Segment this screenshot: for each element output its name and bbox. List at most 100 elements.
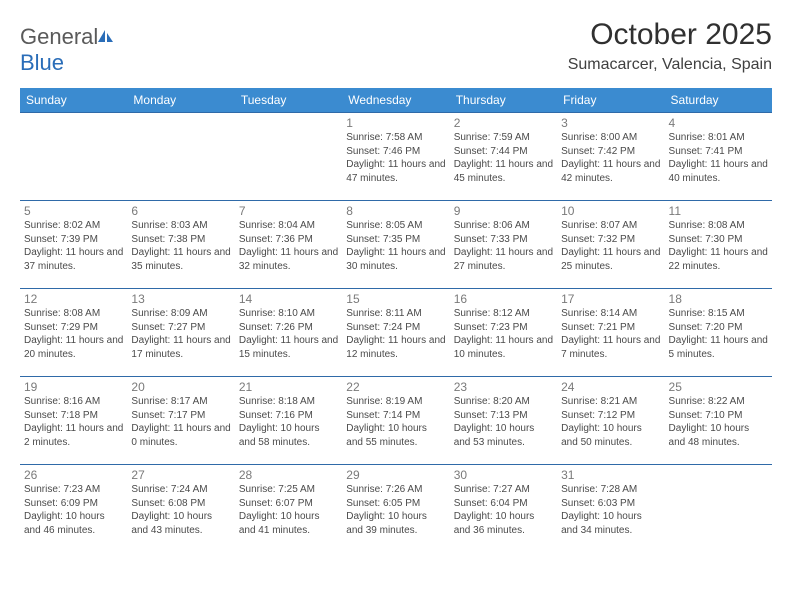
- calendar-cell: 6Sunrise: 8:03 AMSunset: 7:38 PMDaylight…: [127, 201, 234, 289]
- day-info: Sunrise: 8:04 AMSunset: 7:36 PMDaylight:…: [239, 219, 338, 273]
- calendar-row: 12Sunrise: 8:08 AMSunset: 7:29 PMDayligh…: [20, 289, 772, 377]
- day-header: Sunday: [20, 88, 127, 113]
- calendar-cell: 22Sunrise: 8:19 AMSunset: 7:14 PMDayligh…: [342, 377, 449, 465]
- day-header-row: SundayMondayTuesdayWednesdayThursdayFrid…: [20, 88, 772, 113]
- calendar-body: 1Sunrise: 7:58 AMSunset: 7:46 PMDaylight…: [20, 113, 772, 553]
- calendar-cell: 14Sunrise: 8:10 AMSunset: 7:26 PMDayligh…: [235, 289, 342, 377]
- calendar-cell: 28Sunrise: 7:25 AMSunset: 6:07 PMDayligh…: [235, 465, 342, 553]
- day-info: Sunrise: 8:08 AMSunset: 7:29 PMDaylight:…: [24, 307, 123, 361]
- day-info: Sunrise: 7:26 AMSunset: 6:05 PMDaylight:…: [346, 483, 445, 537]
- day-number: 1: [346, 116, 445, 130]
- day-header: Friday: [557, 88, 664, 113]
- day-number: 18: [669, 292, 768, 306]
- day-number: 16: [454, 292, 553, 306]
- day-info: Sunrise: 8:09 AMSunset: 7:27 PMDaylight:…: [131, 307, 230, 361]
- day-info: Sunrise: 8:20 AMSunset: 7:13 PMDaylight:…: [454, 395, 553, 449]
- day-number: 9: [454, 204, 553, 218]
- calendar-row: 26Sunrise: 7:23 AMSunset: 6:09 PMDayligh…: [20, 465, 772, 553]
- day-header: Thursday: [450, 88, 557, 113]
- day-number: 22: [346, 380, 445, 394]
- day-number: 13: [131, 292, 230, 306]
- calendar-cell: 9Sunrise: 8:06 AMSunset: 7:33 PMDaylight…: [450, 201, 557, 289]
- calendar-cell: 25Sunrise: 8:22 AMSunset: 7:10 PMDayligh…: [665, 377, 772, 465]
- day-number: 3: [561, 116, 660, 130]
- day-info: Sunrise: 8:06 AMSunset: 7:33 PMDaylight:…: [454, 219, 553, 273]
- calendar-cell: 15Sunrise: 8:11 AMSunset: 7:24 PMDayligh…: [342, 289, 449, 377]
- day-info: Sunrise: 8:10 AMSunset: 7:26 PMDaylight:…: [239, 307, 338, 361]
- day-info: Sunrise: 8:07 AMSunset: 7:32 PMDaylight:…: [561, 219, 660, 273]
- calendar-cell: 24Sunrise: 8:21 AMSunset: 7:12 PMDayligh…: [557, 377, 664, 465]
- day-info: Sunrise: 7:24 AMSunset: 6:08 PMDaylight:…: [131, 483, 230, 537]
- calendar-table: SundayMondayTuesdayWednesdayThursdayFrid…: [20, 88, 772, 553]
- calendar-cell: 17Sunrise: 8:14 AMSunset: 7:21 PMDayligh…: [557, 289, 664, 377]
- day-number: 7: [239, 204, 338, 218]
- day-number: 4: [669, 116, 768, 130]
- day-header: Saturday: [665, 88, 772, 113]
- calendar-cell: 11Sunrise: 8:08 AMSunset: 7:30 PMDayligh…: [665, 201, 772, 289]
- calendar-cell: [20, 113, 127, 201]
- day-number: 31: [561, 468, 660, 482]
- day-info: Sunrise: 8:19 AMSunset: 7:14 PMDaylight:…: [346, 395, 445, 449]
- day-number: 14: [239, 292, 338, 306]
- day-number: 28: [239, 468, 338, 482]
- day-number: 2: [454, 116, 553, 130]
- calendar-cell: 16Sunrise: 8:12 AMSunset: 7:23 PMDayligh…: [450, 289, 557, 377]
- day-info: Sunrise: 7:25 AMSunset: 6:07 PMDaylight:…: [239, 483, 338, 537]
- day-info: Sunrise: 8:03 AMSunset: 7:38 PMDaylight:…: [131, 219, 230, 273]
- day-info: Sunrise: 7:23 AMSunset: 6:09 PMDaylight:…: [24, 483, 123, 537]
- day-info: Sunrise: 8:16 AMSunset: 7:18 PMDaylight:…: [24, 395, 123, 449]
- calendar-cell: [127, 113, 234, 201]
- calendar-row: 19Sunrise: 8:16 AMSunset: 7:18 PMDayligh…: [20, 377, 772, 465]
- day-info: Sunrise: 8:14 AMSunset: 7:21 PMDaylight:…: [561, 307, 660, 361]
- brand-part2: Blue: [20, 50, 64, 75]
- day-number: 11: [669, 204, 768, 218]
- calendar-cell: 5Sunrise: 8:02 AMSunset: 7:39 PMDaylight…: [20, 201, 127, 289]
- calendar-cell: 2Sunrise: 7:59 AMSunset: 7:44 PMDaylight…: [450, 113, 557, 201]
- day-number: 10: [561, 204, 660, 218]
- brand-logo: General Blue: [20, 24, 116, 76]
- calendar-cell: 21Sunrise: 8:18 AMSunset: 7:16 PMDayligh…: [235, 377, 342, 465]
- calendar-cell: 12Sunrise: 8:08 AMSunset: 7:29 PMDayligh…: [20, 289, 127, 377]
- calendar-cell: 8Sunrise: 8:05 AMSunset: 7:35 PMDaylight…: [342, 201, 449, 289]
- calendar-head: SundayMondayTuesdayWednesdayThursdayFrid…: [20, 88, 772, 113]
- calendar-cell: 31Sunrise: 7:28 AMSunset: 6:03 PMDayligh…: [557, 465, 664, 553]
- day-number: 15: [346, 292, 445, 306]
- calendar-cell: 27Sunrise: 7:24 AMSunset: 6:08 PMDayligh…: [127, 465, 234, 553]
- brand-text: General Blue: [20, 24, 116, 76]
- calendar-cell: 26Sunrise: 7:23 AMSunset: 6:09 PMDayligh…: [20, 465, 127, 553]
- calendar-row: 1Sunrise: 7:58 AMSunset: 7:46 PMDaylight…: [20, 113, 772, 201]
- day-info: Sunrise: 8:08 AMSunset: 7:30 PMDaylight:…: [669, 219, 768, 273]
- calendar-cell: 30Sunrise: 7:27 AMSunset: 6:04 PMDayligh…: [450, 465, 557, 553]
- day-number: 21: [239, 380, 338, 394]
- day-info: Sunrise: 8:15 AMSunset: 7:20 PMDaylight:…: [669, 307, 768, 361]
- day-number: 20: [131, 380, 230, 394]
- day-info: Sunrise: 8:01 AMSunset: 7:41 PMDaylight:…: [669, 131, 768, 185]
- day-number: 5: [24, 204, 123, 218]
- day-header: Monday: [127, 88, 234, 113]
- day-number: 12: [24, 292, 123, 306]
- day-number: 25: [669, 380, 768, 394]
- sail-icon: [96, 24, 116, 49]
- day-info: Sunrise: 8:21 AMSunset: 7:12 PMDaylight:…: [561, 395, 660, 449]
- day-info: Sunrise: 8:05 AMSunset: 7:35 PMDaylight:…: [346, 219, 445, 273]
- day-info: Sunrise: 7:27 AMSunset: 6:04 PMDaylight:…: [454, 483, 553, 537]
- day-info: Sunrise: 8:18 AMSunset: 7:16 PMDaylight:…: [239, 395, 338, 449]
- day-number: 19: [24, 380, 123, 394]
- calendar-cell: 20Sunrise: 8:17 AMSunset: 7:17 PMDayligh…: [127, 377, 234, 465]
- calendar-cell: 23Sunrise: 8:20 AMSunset: 7:13 PMDayligh…: [450, 377, 557, 465]
- calendar-cell: 18Sunrise: 8:15 AMSunset: 7:20 PMDayligh…: [665, 289, 772, 377]
- day-number: 27: [131, 468, 230, 482]
- day-header: Tuesday: [235, 88, 342, 113]
- day-info: Sunrise: 8:22 AMSunset: 7:10 PMDaylight:…: [669, 395, 768, 449]
- calendar-cell: [235, 113, 342, 201]
- calendar-cell: 13Sunrise: 8:09 AMSunset: 7:27 PMDayligh…: [127, 289, 234, 377]
- day-info: Sunrise: 8:00 AMSunset: 7:42 PMDaylight:…: [561, 131, 660, 185]
- day-number: 24: [561, 380, 660, 394]
- day-info: Sunrise: 8:17 AMSunset: 7:17 PMDaylight:…: [131, 395, 230, 449]
- day-number: 23: [454, 380, 553, 394]
- calendar-cell: 1Sunrise: 7:58 AMSunset: 7:46 PMDaylight…: [342, 113, 449, 201]
- day-info: Sunrise: 7:28 AMSunset: 6:03 PMDaylight:…: [561, 483, 660, 537]
- day-number: 6: [131, 204, 230, 218]
- calendar-cell: 4Sunrise: 8:01 AMSunset: 7:41 PMDaylight…: [665, 113, 772, 201]
- location-label: Sumacarcer, Valencia, Spain: [568, 56, 772, 74]
